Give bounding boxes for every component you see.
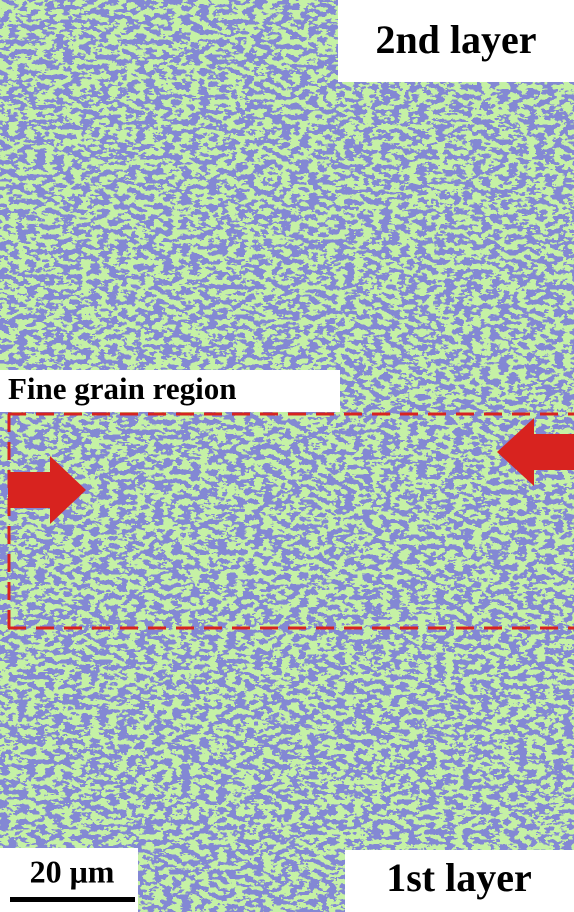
top-layer-label: 2nd layer <box>375 17 536 62</box>
scale-bar-label: 20 μm <box>30 853 115 889</box>
micrograph-figure: 2nd layer Fine grain region 1st layer 20… <box>0 0 574 912</box>
scale-bar <box>10 897 135 902</box>
region-label: Fine grain region <box>8 371 236 406</box>
fine-grain-map <box>8 414 574 628</box>
page: 2nd layer Fine grain region 1st layer 20… <box>0 0 574 912</box>
bottom-layer-label: 1st layer <box>386 855 532 900</box>
